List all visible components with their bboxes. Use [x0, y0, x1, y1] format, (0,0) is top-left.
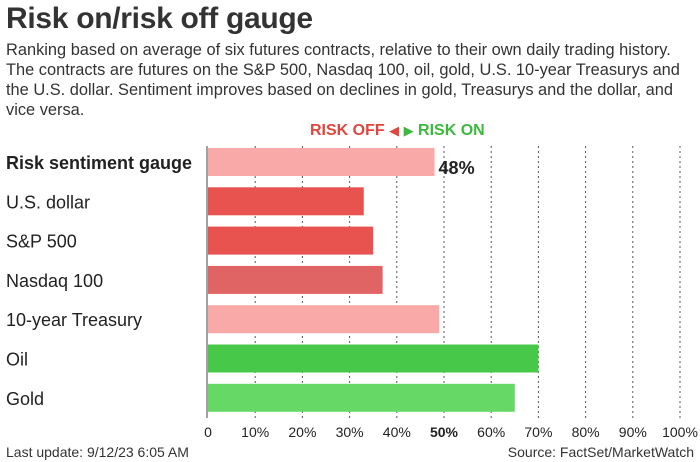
tick-label: 10%: [241, 424, 269, 440]
tick-label: 40%: [383, 424, 411, 440]
category-label: Gold: [6, 389, 44, 409]
tick-label: 20%: [288, 424, 316, 440]
tick-label: 70%: [524, 424, 552, 440]
bar: [208, 305, 440, 334]
chart-title: Risk on/risk off gauge: [6, 2, 313, 35]
tick-label: 90%: [619, 424, 647, 440]
arrow-left-icon: ◀: [389, 123, 400, 138]
tick-label: 60%: [477, 424, 505, 440]
bar: [208, 148, 435, 176]
bar: [208, 344, 539, 373]
category-label: 10-year Treasury: [6, 310, 142, 330]
category-label: Risk sentiment gauge: [6, 153, 192, 173]
legend-risk-on: RISK ON: [418, 122, 485, 139]
arrow-right-icon: ▶: [403, 123, 414, 138]
chart-subtitle: Ranking based on average of six futures …: [6, 41, 680, 119]
last-update: Last update: 9/12/23 6:05 AM: [6, 444, 189, 460]
tick-label: 50%: [430, 424, 459, 440]
tick-label: 100%: [662, 424, 698, 440]
category-label: Nasdaq 100: [6, 271, 103, 291]
category-label: S&P 500: [6, 232, 77, 252]
source-note: Source: FactSet/MarketWatch: [507, 444, 694, 460]
bar: [208, 383, 515, 412]
data-label: 48%: [439, 158, 475, 178]
tick-label: 80%: [572, 424, 600, 440]
risk-legend: RISK OFF ◀ ▶ RISK ON: [310, 122, 590, 140]
bar: [208, 187, 364, 216]
category-label: U.S. dollar: [6, 192, 90, 212]
legend-risk-off: RISK OFF: [310, 122, 385, 139]
bar: [208, 265, 383, 294]
tick-label: 30%: [336, 424, 364, 440]
bar: [208, 226, 374, 255]
tick-label: 0: [204, 424, 212, 440]
category-label: Oil: [6, 350, 28, 370]
